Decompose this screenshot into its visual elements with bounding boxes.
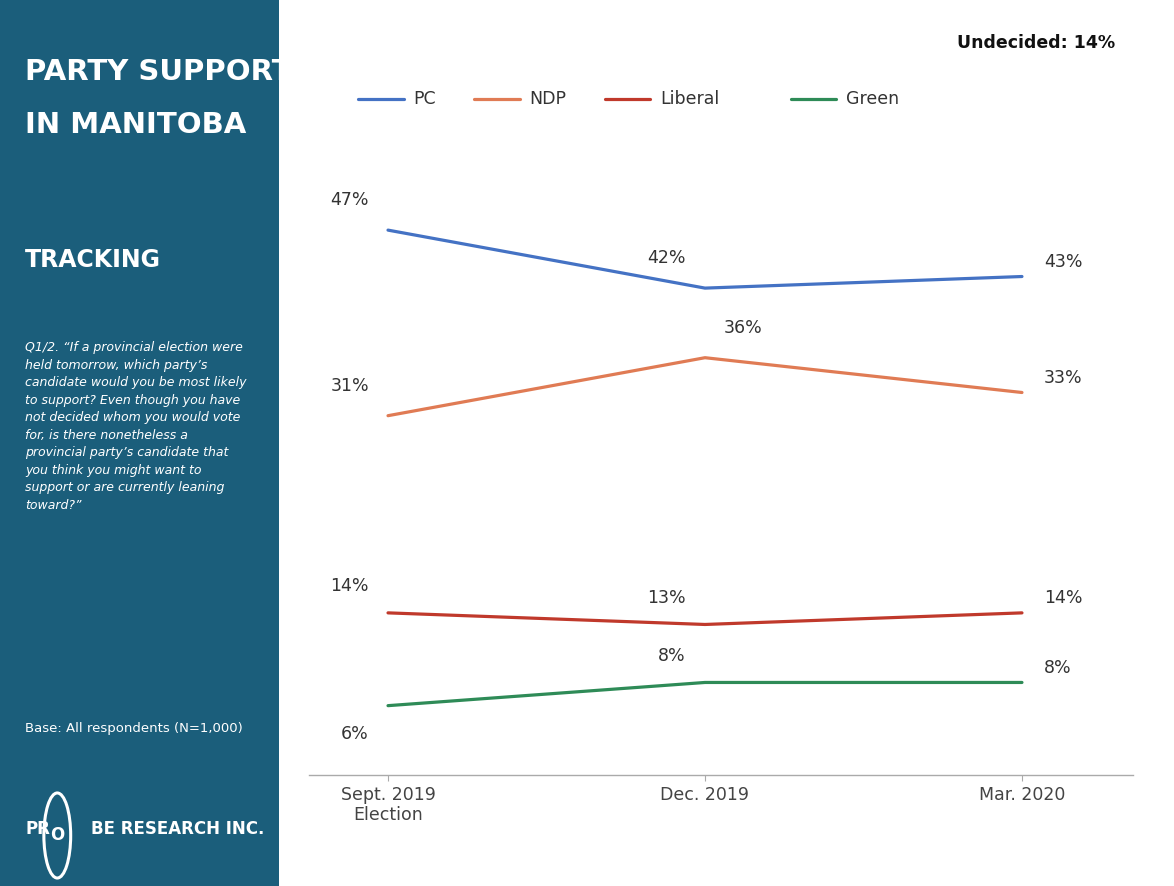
Text: Green: Green xyxy=(846,90,899,108)
Text: 43%: 43% xyxy=(1044,253,1082,271)
Text: 14%: 14% xyxy=(331,578,369,595)
Text: 42%: 42% xyxy=(648,249,686,268)
Text: 8%: 8% xyxy=(1044,658,1072,677)
Text: PR: PR xyxy=(25,820,50,837)
Text: Q1/2. “If a provincial election were
held tomorrow, which party’s
candidate woul: Q1/2. “If a provincial election were hel… xyxy=(25,341,247,511)
Text: 6%: 6% xyxy=(342,725,369,742)
Text: 33%: 33% xyxy=(1044,369,1082,386)
Text: BE RESEARCH INC.: BE RESEARCH INC. xyxy=(90,820,264,837)
Text: NDP: NDP xyxy=(529,90,567,108)
Text: 14%: 14% xyxy=(1044,589,1082,607)
Text: 8%: 8% xyxy=(659,647,686,665)
Text: PC: PC xyxy=(413,90,436,108)
Text: IN MANITOBA: IN MANITOBA xyxy=(25,111,247,139)
Text: O: O xyxy=(50,827,65,844)
Text: Liberal: Liberal xyxy=(660,90,720,108)
Text: 13%: 13% xyxy=(647,589,686,607)
Text: Undecided: 14%: Undecided: 14% xyxy=(957,35,1115,52)
Text: TRACKING: TRACKING xyxy=(25,248,161,272)
Text: 31%: 31% xyxy=(330,377,369,395)
Text: Base: All respondents (N=1,000): Base: All respondents (N=1,000) xyxy=(25,722,243,735)
Text: 36%: 36% xyxy=(724,319,763,337)
Text: PARTY SUPPORT: PARTY SUPPORT xyxy=(25,58,292,86)
Text: 47%: 47% xyxy=(331,191,369,209)
